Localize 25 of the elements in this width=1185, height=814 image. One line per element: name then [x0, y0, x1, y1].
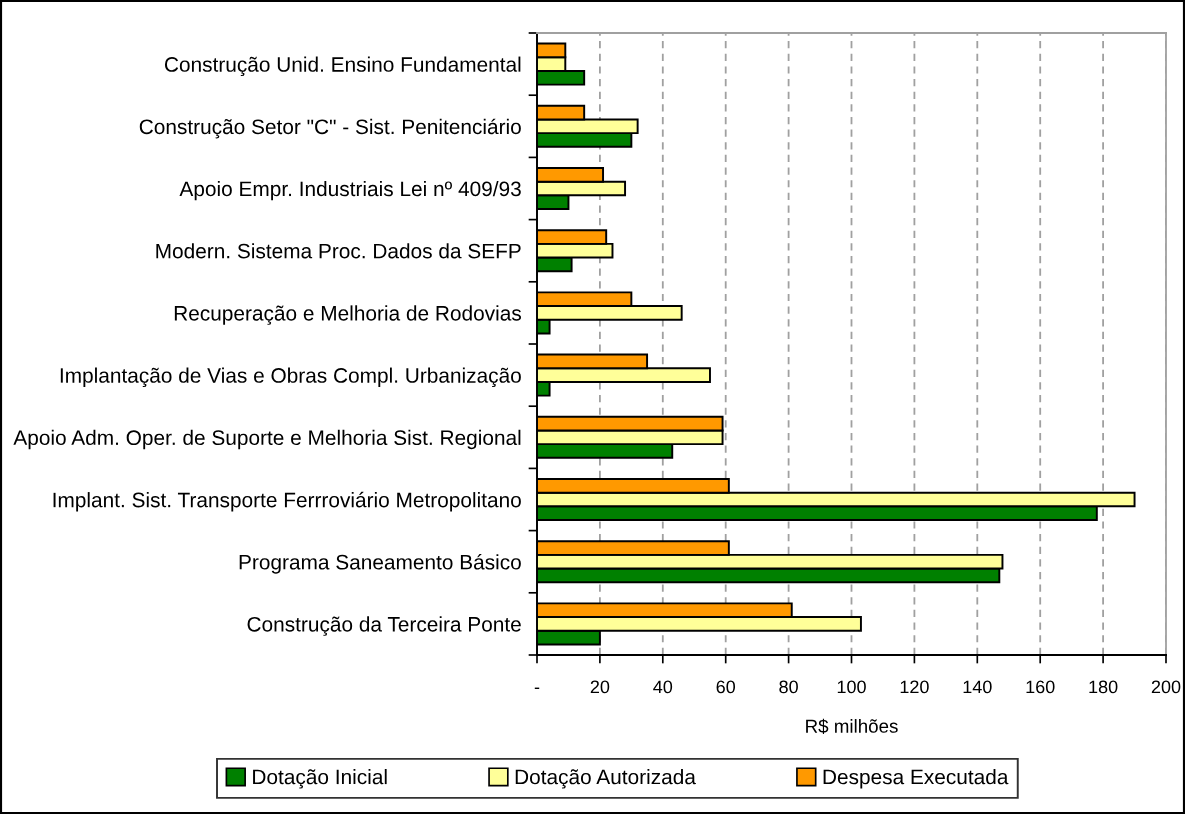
- y-tick-label: Construção Setor "C" - Sist. Penitenciário: [139, 118, 521, 139]
- legend-label: Dotação Inicial: [253, 769, 387, 789]
- x-tick-label: 180: [1089, 680, 1118, 694]
- x-tick-label: 160: [1026, 680, 1055, 694]
- x-tick-label: 120: [900, 680, 929, 694]
- x-tick-label: -: [534, 687, 540, 689]
- x-tick-label: 60: [716, 680, 736, 694]
- y-tick-label: Programa Saneamento Básico: [239, 554, 521, 574]
- x-tick-label: 80: [779, 680, 798, 694]
- legend-label: Despesa Executada: [823, 769, 1009, 789]
- y-tick-label: Apoio Empr. Industriais Lei nº 409/93: [179, 180, 521, 201]
- y-tick-label: Construção Unid. Ensino Fundamental: [164, 56, 521, 77]
- x-tick-label: 40: [653, 680, 673, 694]
- y-tick-label: Recuperação e Melhoria de Rodovias: [174, 305, 521, 325]
- y-tick-label: Implantação de Vias e Obras Compl. Urbanização: [60, 367, 521, 388]
- x-tick-label: 140: [963, 680, 992, 694]
- x-axis-title: R$ milhões: [806, 718, 898, 734]
- y-tick-label: Modern. Sistema Proc. Dados da SEFP: [156, 243, 521, 259]
- x-tick-label: 200: [1151, 680, 1181, 694]
- y-tick-label: Implant. Sist. Transporte Ferrroviário Metropolitano: [53, 491, 521, 512]
- x-tick-label: 20: [590, 680, 610, 694]
- y-tick-label: Construção da Terceira Ponte: [247, 616, 521, 636]
- x-tick-label: 100: [837, 680, 866, 694]
- legend-label: Dotação Autorizada: [515, 769, 696, 789]
- y-tick-label: Apoio Adm. Oper. de Suporte e Melhoria Sist. Regional: [13, 429, 521, 450]
